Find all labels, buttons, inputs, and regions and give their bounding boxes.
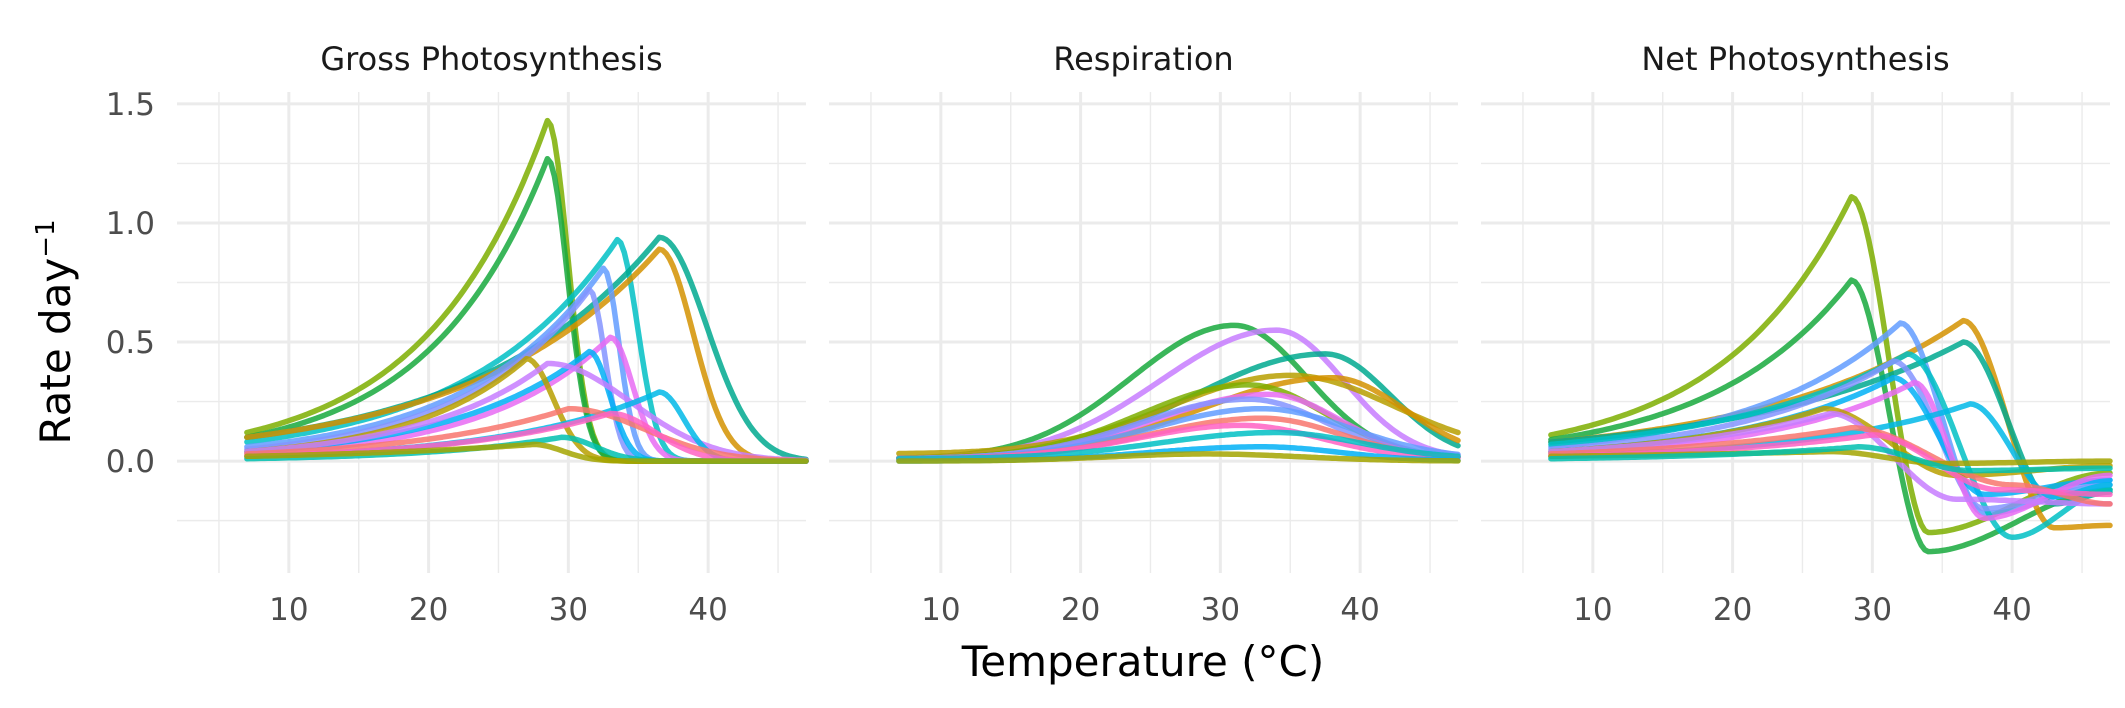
- x-tick-label: 40: [1992, 592, 2031, 628]
- series-line-2: [244, 155, 809, 464]
- series-line-7: [1548, 358, 2113, 512]
- series-line-14: [896, 451, 1461, 464]
- panel-title: Gross Photosynthesis: [320, 40, 662, 78]
- series-line-12: [1548, 410, 2113, 507]
- x-tick-label: 30: [1201, 592, 1240, 628]
- series-line-11: [244, 360, 809, 464]
- x-tick-label: 20: [409, 592, 448, 628]
- x-tick-label: 20: [1061, 592, 1100, 628]
- x-tick-label: 10: [1573, 592, 1612, 628]
- x-tick-label: 10: [269, 592, 308, 628]
- panel-title: Respiration: [1053, 40, 1233, 78]
- x-tick-label: 40: [1340, 592, 1379, 628]
- y-tick-label: 1.5: [106, 87, 155, 123]
- series-line-13: [1548, 424, 2113, 507]
- series-line-4: [896, 372, 1461, 457]
- x-tick-label: 10: [921, 592, 960, 628]
- y-tick-label: 1.0: [106, 206, 155, 242]
- series-line-16: [1548, 444, 2113, 474]
- series-line-13: [244, 405, 809, 464]
- series-line-16: [244, 441, 809, 464]
- x-tick-label: 30: [549, 592, 588, 628]
- series-line-6: [1548, 351, 2113, 541]
- series-line-12: [896, 429, 1461, 462]
- panel-3: Net Photosynthesis 10 20 30 40: [1481, 40, 2113, 628]
- y-tick-label: 0.0: [106, 444, 155, 480]
- y-axis-title: Rate day−1: [31, 219, 80, 444]
- x-tick-label: 30: [1853, 592, 1892, 628]
- x-axis-title: Temperature (°C): [961, 637, 1325, 686]
- panel-title: Net Photosynthesis: [1641, 40, 1949, 78]
- y-tick-label: 0.5: [106, 325, 155, 361]
- x-tick-label: 20: [1713, 592, 1752, 628]
- panel-1: Gross Photosynthesis 10 20 30 40: [177, 40, 809, 628]
- panel-2: Respiration 10 20 30 40: [829, 40, 1461, 628]
- x-tick-label: 40: [688, 592, 727, 628]
- series-line-2: [1548, 277, 2113, 555]
